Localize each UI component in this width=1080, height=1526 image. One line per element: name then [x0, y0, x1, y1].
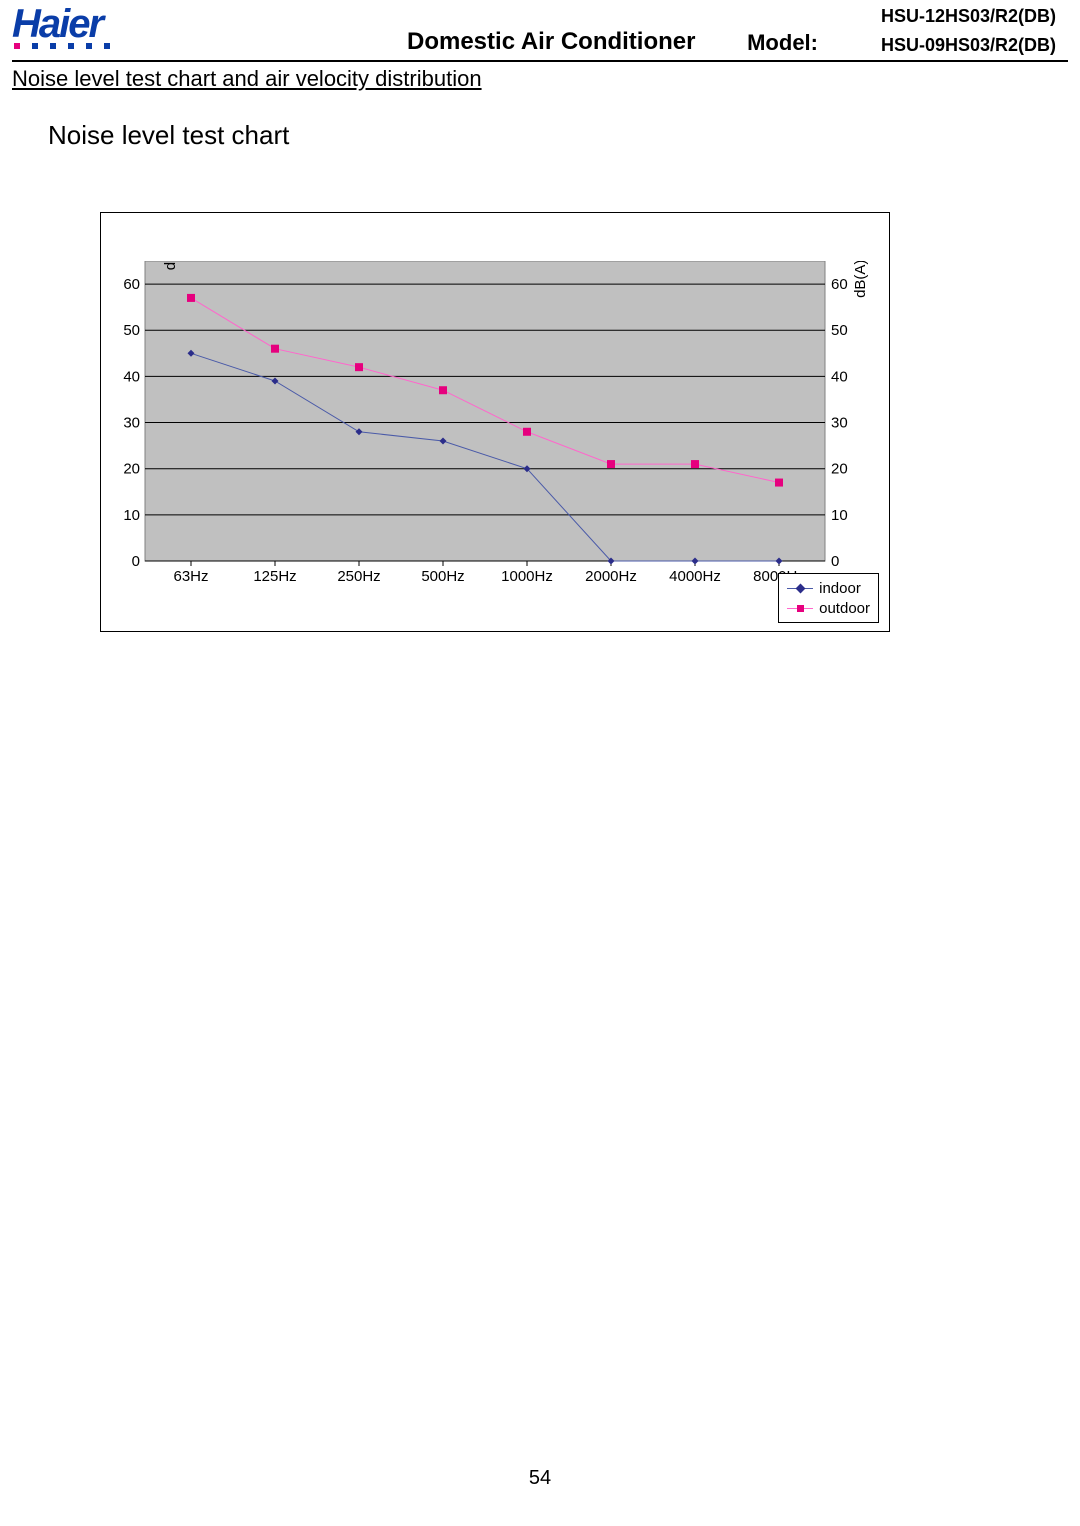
svg-text:0: 0 [831, 553, 839, 570]
svg-text:0: 0 [132, 553, 140, 570]
doc-title: Domestic Air Conditioner [407, 28, 695, 56]
page-header: Haier Domestic Air Conditioner Model: HS… [12, 0, 1068, 62]
legend-indoor-label: indoor [819, 580, 861, 597]
chart-legend: indoor outdoor [778, 573, 879, 623]
brand-logo: Haier [12, 2, 110, 49]
legend-indoor: indoor [787, 578, 870, 598]
svg-text:40: 40 [123, 368, 140, 385]
svg-text:10: 10 [831, 507, 848, 524]
section-subheader: Noise level test chart and air velocity … [12, 66, 1068, 92]
noise-chart: 0 0 10 10 20 20 30 30 40 40 50 50 60 60 63Hz 125Hz 250Hz… [115, 261, 875, 601]
svg-text:63Hz: 63Hz [173, 568, 208, 585]
svg-text:60: 60 [831, 276, 848, 293]
svg-text:2000Hz: 2000Hz [585, 568, 637, 585]
svg-text:20: 20 [123, 461, 140, 478]
svg-text:10: 10 [123, 507, 140, 524]
svg-text:30: 30 [831, 415, 848, 432]
model-label: Model: [747, 30, 818, 56]
svg-text:250Hz: 250Hz [337, 568, 380, 585]
svg-text:1000Hz: 1000Hz [501, 568, 553, 585]
svg-text:125Hz: 125Hz [253, 568, 296, 585]
svg-text:dB(A): dB(A) [852, 261, 869, 298]
model-number-2: HSU-09HS03/R2(DB) [881, 35, 1056, 56]
page-number: 54 [0, 1467, 1080, 1490]
svg-text:500Hz: 500Hz [421, 568, 464, 585]
brand-name: Haier [12, 2, 110, 47]
svg-text:40: 40 [831, 368, 848, 385]
svg-text:50: 50 [831, 322, 848, 339]
legend-outdoor: outdoor [787, 598, 870, 618]
legend-outdoor-label: outdoor [819, 600, 870, 617]
svg-text:50: 50 [123, 322, 140, 339]
svg-text:30: 30 [123, 415, 140, 432]
svg-text:20: 20 [831, 461, 848, 478]
chart-container: 0 0 10 10 20 20 30 30 40 40 50 50 60 60 63Hz 125Hz 250Hz… [100, 212, 890, 632]
svg-text:60: 60 [123, 276, 140, 293]
chart-title: Noise level test chart [48, 120, 1080, 151]
svg-text:4000Hz: 4000Hz [669, 568, 721, 585]
svg-text:dB(A): dB(A) [162, 261, 179, 270]
model-number-1: HSU-12HS03/R2(DB) [881, 6, 1056, 27]
